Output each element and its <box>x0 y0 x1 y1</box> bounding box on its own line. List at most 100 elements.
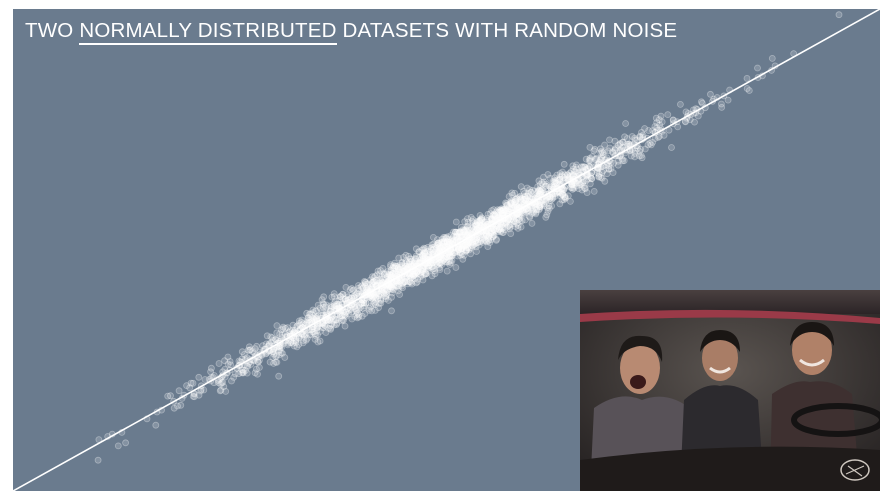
scatter-point <box>570 181 578 188</box>
scatter-point <box>170 404 178 412</box>
scatter-point <box>452 228 459 236</box>
scatter-point <box>367 303 374 311</box>
scatter-point <box>351 292 359 300</box>
scatter-point <box>490 231 498 239</box>
scatter-point <box>454 252 462 260</box>
scatter-point <box>451 249 459 256</box>
scatter-point <box>419 266 427 274</box>
scatter-point <box>436 245 444 253</box>
scatter-point <box>387 271 395 279</box>
scatter-point <box>622 120 629 127</box>
scatter-point <box>655 133 663 140</box>
scatter-point <box>336 312 344 319</box>
scatter-point <box>361 281 369 289</box>
scatter-point <box>521 216 529 224</box>
scatter-point <box>387 261 395 269</box>
scatter-point <box>358 312 366 320</box>
scatter-point <box>295 320 303 327</box>
scatter-point <box>428 272 436 280</box>
scatter-point <box>507 199 515 207</box>
scatter-point <box>424 247 432 255</box>
scatter-point <box>473 248 480 255</box>
scatter-point <box>600 167 607 174</box>
scatter-point <box>447 235 455 243</box>
scatter-point <box>167 392 174 400</box>
scatter-point <box>357 283 365 291</box>
scatter-point <box>631 147 639 155</box>
scatter-point <box>463 239 471 247</box>
scatter-point <box>473 235 481 243</box>
scatter-point <box>491 212 499 220</box>
scatter-point <box>483 230 491 238</box>
scatter-point <box>540 197 547 205</box>
scatter-point <box>564 171 571 179</box>
scatter-point <box>555 188 563 196</box>
scatter-point <box>255 364 263 371</box>
scatter-point <box>496 206 504 214</box>
scatter-point <box>319 300 327 307</box>
scatter-point <box>433 260 441 268</box>
scatter-point <box>473 222 481 229</box>
scatter-point <box>506 205 514 213</box>
scatter-point <box>220 383 228 391</box>
scatter-point <box>448 248 456 256</box>
scatter-point <box>417 273 425 281</box>
scatter-point <box>498 210 506 218</box>
scatter-point <box>572 163 580 171</box>
scatter-point <box>424 243 432 251</box>
scatter-point <box>597 145 604 153</box>
scatter-point <box>475 221 483 229</box>
scatter-point <box>526 206 533 214</box>
scatter-point <box>387 263 394 270</box>
scatter-point <box>421 252 429 260</box>
scatter-point <box>478 234 486 242</box>
scatter-point <box>636 132 644 140</box>
scatter-point <box>396 265 404 273</box>
scatter-point <box>455 229 463 237</box>
scatter-point <box>405 252 413 260</box>
scatter-point <box>399 284 407 292</box>
scatter-point <box>322 329 330 336</box>
scatter-point <box>266 358 274 366</box>
scatter-point <box>472 243 480 251</box>
scatter-point <box>419 264 427 272</box>
scatter-point <box>510 202 518 210</box>
scatter-point <box>309 328 316 336</box>
scatter-point <box>569 185 576 193</box>
scatter-point <box>621 133 628 141</box>
scatter-point <box>651 135 659 142</box>
scatter-point <box>537 187 544 195</box>
scatter-point <box>448 252 456 260</box>
scatter-point <box>456 251 464 259</box>
scatter-point <box>520 190 528 197</box>
scatter-point <box>623 140 631 148</box>
scatter-point <box>549 193 557 201</box>
scatter-point <box>466 244 473 252</box>
scatter-point <box>550 179 558 186</box>
scatter-point <box>501 220 509 228</box>
scatter-point <box>411 275 419 283</box>
scatter-point <box>361 296 369 303</box>
scatter-point <box>501 219 509 227</box>
scatter-point <box>275 351 283 359</box>
scatter-point <box>380 270 388 278</box>
scatter-point <box>453 232 461 240</box>
scatter-point <box>468 238 476 246</box>
scatter-point <box>340 316 347 324</box>
scatter-point <box>371 272 379 280</box>
scatter-point <box>464 215 471 223</box>
scatter-point <box>353 311 360 318</box>
scatter-point <box>298 316 306 324</box>
scatter-point <box>457 248 465 256</box>
scatter-point <box>652 114 660 122</box>
scatter-point <box>368 294 376 302</box>
scatter-point <box>502 206 510 213</box>
scatter-point <box>326 324 334 332</box>
scatter-point <box>313 313 321 321</box>
scatter-point <box>247 360 255 368</box>
scatter-point <box>378 277 386 285</box>
scatter-point <box>515 201 523 209</box>
scatter-point <box>537 201 545 209</box>
scatter-point <box>396 276 404 284</box>
scatter-point <box>508 204 516 212</box>
